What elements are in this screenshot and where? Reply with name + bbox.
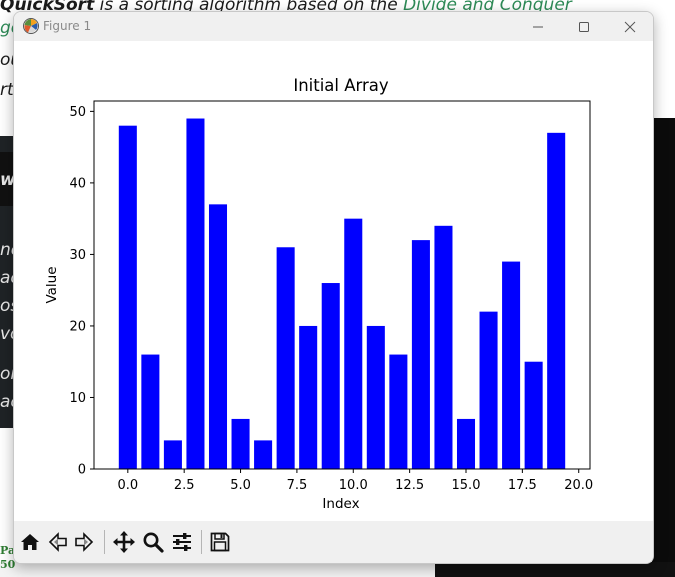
pan-button[interactable] <box>111 529 137 555</box>
background-small-text: 50 <box>0 558 16 571</box>
navigation-toolbar <box>14 521 653 563</box>
x-tick-label: 5.0 <box>230 478 251 493</box>
background-text-fragment: ac <box>0 392 14 412</box>
minimize-button[interactable] <box>515 12 561 41</box>
x-tick-label: 15.0 <box>452 478 481 493</box>
bar <box>208 204 228 469</box>
zoom-button[interactable] <box>140 529 166 555</box>
window-titlebar[interactable]: Figure 1 <box>14 12 653 41</box>
save-floppy-icon <box>210 532 230 552</box>
background-text-fragment: rt <box>0 80 14 100</box>
close-icon <box>624 21 636 32</box>
y-tick-label: 0 <box>78 463 86 478</box>
configure-subplots-button[interactable] <box>169 529 195 555</box>
back-button[interactable] <box>45 529 71 555</box>
x-tick-label: 20.0 <box>564 478 593 493</box>
background-text-fragment: os <box>0 296 14 316</box>
x-tick-label: 10.0 <box>339 478 368 493</box>
background-text-fragment: ou <box>0 50 14 70</box>
bar <box>502 261 521 469</box>
y-tick-label: 30 <box>69 248 86 263</box>
bar <box>389 354 408 469</box>
back-arrow-icon <box>48 532 67 552</box>
home-button[interactable] <box>17 529 43 555</box>
bar <box>366 325 385 469</box>
background-text-fragment: go <box>0 18 14 38</box>
matplotlib-logo-icon <box>22 17 40 35</box>
figure-window: Figure 1 Initial Array 0.0 2.5 5.0 7.5 10.0 1… <box>13 11 654 564</box>
chart-title: Initial Array <box>293 76 389 95</box>
bar <box>163 440 182 469</box>
background-right-strip <box>652 90 675 119</box>
background-text-fragment: w <box>0 170 14 190</box>
background-text-fragment: ort <box>0 364 14 384</box>
x-tick-label: 17.5 <box>508 478 537 493</box>
bar <box>231 418 250 469</box>
bar-chart: Initial Array 0.0 2.5 5.0 7.5 10.0 12.5 15.0 17… <box>44 76 593 512</box>
x-tick-label: 0.0 <box>117 478 138 493</box>
maximize-icon <box>579 21 589 32</box>
x-tick-label: 7.5 <box>287 478 308 493</box>
forward-button[interactable] <box>71 529 97 555</box>
bar <box>524 361 543 469</box>
x-axis-label: Index <box>322 496 359 512</box>
bar <box>344 218 363 469</box>
bar <box>141 354 160 469</box>
background-text-fragment: ac <box>0 268 14 288</box>
y-tick-label: 20 <box>69 319 86 334</box>
y-tick-label: 50 <box>69 105 86 120</box>
bar <box>321 283 340 469</box>
toolbar-separator <box>201 530 202 554</box>
bar <box>411 240 430 469</box>
x-tick-label: 2.5 <box>174 478 195 493</box>
background-right-dark-panel <box>652 118 675 577</box>
background-bottom-dark-area <box>435 562 675 577</box>
maximize-button[interactable] <box>561 12 607 41</box>
background-text-fragment: vo <box>0 324 14 344</box>
configure-subplots-icon <box>173 533 191 551</box>
y-tick-label: 10 <box>69 391 86 406</box>
pan-move-icon <box>113 531 135 553</box>
bar <box>547 132 566 469</box>
close-button[interactable] <box>607 12 653 41</box>
save-button[interactable] <box>207 529 233 555</box>
window-title: Figure 1 <box>43 19 92 33</box>
background-dark-section <box>0 136 14 428</box>
background-text-fragment: ne <box>0 240 14 260</box>
bar <box>276 247 295 469</box>
minimize-icon <box>533 26 543 27</box>
bar <box>479 311 498 469</box>
home-icon <box>21 534 39 550</box>
bar <box>118 125 137 470</box>
forward-arrow-icon <box>75 532 94 552</box>
axes-frame <box>93 100 591 470</box>
background-dark-heading-bar <box>0 152 14 206</box>
zoom-magnifier-icon <box>143 532 164 553</box>
background-small-text: Pa <box>0 544 16 557</box>
y-tick-label: 40 <box>69 176 86 191</box>
bar <box>299 325 318 469</box>
y-axis-label: Value <box>44 266 60 303</box>
bar <box>254 440 273 469</box>
figure-canvas[interactable]: Initial Array 0.0 2.5 5.0 7.5 10.0 12.5 15.0 17… <box>14 41 653 521</box>
bar <box>434 225 453 469</box>
toolbar-separator <box>104 530 105 554</box>
bar <box>186 118 205 470</box>
x-tick-label: 12.5 <box>395 478 424 493</box>
bar <box>456 418 476 469</box>
